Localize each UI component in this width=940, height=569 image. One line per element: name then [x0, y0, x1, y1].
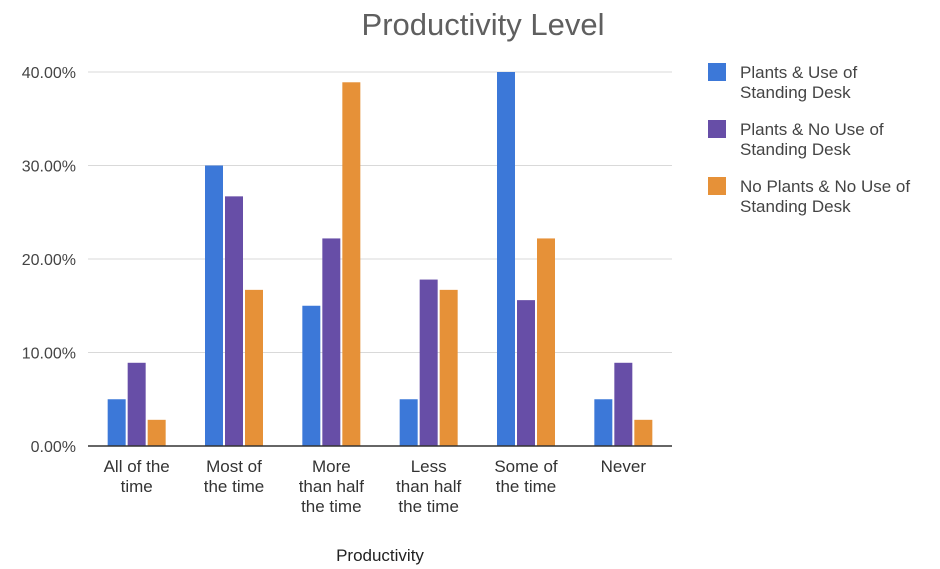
y-tick-label: 0.00%	[31, 439, 76, 456]
x-category-label: Most of the time	[204, 457, 264, 496]
x-axis-categories: All of the time Most of the time More than ha…	[104, 457, 647, 516]
legend: Plants & Use of Standing Desk Plants & No …	[708, 63, 910, 216]
y-tick-label: 10.00%	[22, 346, 76, 363]
bar	[205, 165, 223, 446]
y-tick-label: 40.00%	[22, 65, 76, 82]
bar	[517, 300, 535, 446]
bar	[419, 279, 438, 446]
y-tick-label: 20.00%	[22, 252, 76, 269]
bars	[107, 72, 653, 446]
bar	[634, 419, 653, 446]
x-category-label: Some of the time	[494, 457, 558, 496]
x-axis-title: Productivity	[336, 546, 424, 565]
legend-swatch	[708, 63, 726, 81]
legend-label: Plants & Use of Standing Desk	[740, 63, 857, 102]
bar	[594, 399, 613, 446]
bar	[302, 305, 321, 446]
bar	[322, 238, 341, 446]
legend-swatch	[708, 120, 726, 138]
x-category-label: All of the time	[104, 457, 170, 496]
bar	[614, 362, 633, 446]
bar	[399, 399, 418, 446]
bar	[245, 289, 263, 446]
x-category-label: Less than half the time	[396, 457, 461, 516]
chart-title: Productivity Level	[362, 7, 605, 42]
y-axis-ticks: 0.00% 10.00% 20.00% 30.00% 40.00%	[22, 65, 76, 456]
bar	[107, 399, 126, 446]
legend-swatch	[708, 177, 726, 195]
gridlines	[88, 71, 672, 353]
bar	[497, 72, 515, 446]
x-category-label: Never	[601, 457, 647, 476]
bar	[537, 238, 555, 446]
bar	[225, 196, 243, 446]
x-category-label: More than half the time	[299, 457, 364, 516]
y-tick-label: 30.00%	[22, 159, 76, 176]
bar	[439, 289, 458, 446]
bar	[147, 419, 166, 446]
bar	[127, 362, 146, 446]
legend-label: No Plants & No Use of Standing Desk	[740, 177, 910, 216]
bar	[342, 82, 361, 446]
legend-label: Plants & No Use of Standing Desk	[740, 120, 884, 159]
